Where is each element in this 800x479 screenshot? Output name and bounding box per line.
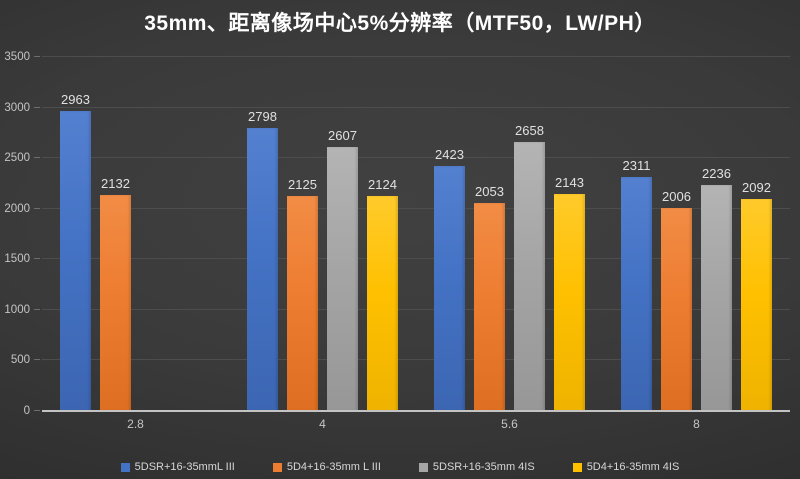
y-tick-label: 1000 (4, 303, 30, 316)
gridline (42, 157, 790, 159)
gridline (42, 207, 790, 209)
legend-label: 5DSR+16-35mm 4IS (432, 461, 535, 473)
gridline (42, 359, 790, 361)
bar-value-label: 2236 (702, 165, 731, 181)
bar-group: 2798 2125 2607 2124 (229, 57, 416, 411)
bar (621, 177, 652, 411)
bar-value-label: 2798 (248, 109, 277, 125)
legend-label: 5D4+16-35mm 4IS (586, 461, 680, 473)
y-tick-label: 1500 (4, 253, 30, 266)
gridline (42, 56, 790, 57)
legend-swatch (272, 462, 282, 472)
bar (60, 111, 91, 411)
y-tick-label: 2000 (4, 202, 30, 215)
bar-slot: 2124 (367, 57, 398, 411)
gridline (42, 258, 790, 260)
y-axis-tick (34, 207, 40, 209)
bar (287, 196, 318, 411)
legend-swatch (120, 462, 130, 472)
bar (554, 194, 585, 411)
bar-value-label: 2006 (662, 189, 691, 205)
bar-value-label: 2132 (101, 176, 130, 192)
legend-label: 5DSR+16-35mmL III (134, 461, 235, 473)
y-axis-tick (34, 308, 40, 310)
legend-swatch (572, 462, 582, 472)
bar-slot: 2311 (621, 57, 652, 411)
chart-title: 35mm、距离像场中心5%分辨率（MTF50，LW/PH） (144, 12, 656, 35)
y-tick-label: 0 (23, 405, 30, 417)
y-axis-tick (34, 56, 40, 57)
legend-item: 5DSR+16-35mmL III (120, 461, 235, 473)
bar (367, 196, 398, 411)
bar-value-label: 2124 (368, 177, 397, 193)
bar-group: 2963 2132 (42, 57, 229, 411)
bar-value-label: 2143 (555, 175, 584, 191)
bar (701, 184, 732, 411)
bar-slot (140, 57, 171, 411)
bar-group: 2423 2053 2658 2143 (416, 57, 603, 411)
y-axis-tick (34, 359, 40, 361)
bar (661, 208, 692, 411)
x-category-label: 8 (693, 417, 700, 431)
y-axis-tick (34, 258, 40, 260)
x-category-label: 2.8 (127, 417, 144, 431)
bar-value-label: 2607 (328, 128, 357, 144)
bar-slot: 2236 (701, 57, 732, 411)
y-axis-tick (34, 106, 40, 108)
y-tick-label: 3500 (4, 51, 30, 63)
bar-slot: 2092 (741, 57, 772, 411)
bar (100, 195, 131, 411)
bar (247, 128, 278, 411)
bar-value-label: 2092 (742, 180, 771, 196)
bar-slot: 2006 (661, 57, 692, 411)
bar (514, 142, 545, 411)
x-axis-labels: 2.8 4 5.6 8 (42, 417, 790, 435)
bar-slot: 2143 (554, 57, 585, 411)
gridline (42, 106, 790, 108)
x-category-label: 5.6 (501, 417, 518, 431)
bar (474, 203, 505, 411)
bar-slot: 2658 (514, 57, 545, 411)
bar-value-label: 2125 (288, 177, 317, 193)
plot-area: 2963 2132 2798 2125 2607 2124 2423 2053 2658 2143… (34, 56, 790, 412)
y-axis-tick (34, 410, 40, 411)
gridline (42, 308, 790, 310)
legend-item: 5D4+16-35mm L III (272, 461, 381, 473)
bar-value-label: 2963 (61, 92, 90, 108)
legend-label: 5D4+16-35mm L III (286, 461, 381, 473)
legend: 5DSR+16-35mmL III 5D4+16-35mm L III 5DSR+1… (0, 461, 800, 473)
bar-group: 2311 2006 2236 2092 (603, 57, 790, 411)
bar-value-label: 2423 (435, 146, 464, 162)
bar-slot (180, 57, 211, 411)
bar-value-label: 2658 (515, 123, 544, 139)
x-axis-line (42, 410, 790, 412)
y-axis-labels: 0 500 1000 1500 2000 2500 3000 3500 (0, 51, 34, 417)
x-category-label: 4 (319, 417, 326, 431)
y-tick-label: 2500 (4, 152, 30, 165)
legend-item: 5DSR+16-35mm 4IS (418, 461, 535, 473)
bar (434, 165, 465, 411)
legend-swatch (418, 462, 428, 472)
y-axis-tick (34, 157, 40, 159)
bar-slot: 2607 (327, 57, 358, 411)
bar-slot: 2963 (60, 57, 91, 411)
bar-slot: 2798 (247, 57, 278, 411)
bar (327, 147, 358, 411)
bar-value-label: 2053 (475, 184, 504, 200)
bar-slot: 2125 (287, 57, 318, 411)
y-tick-label: 3000 (4, 101, 30, 114)
bar-value-label: 2311 (622, 158, 651, 174)
y-tick-label: 500 (10, 354, 30, 367)
bar (741, 199, 772, 411)
legend-item: 5D4+16-35mm 4IS (572, 461, 680, 473)
bar-slot: 2053 (474, 57, 505, 411)
bar-slot: 2423 (434, 57, 465, 411)
bar-slot: 2132 (100, 57, 131, 411)
